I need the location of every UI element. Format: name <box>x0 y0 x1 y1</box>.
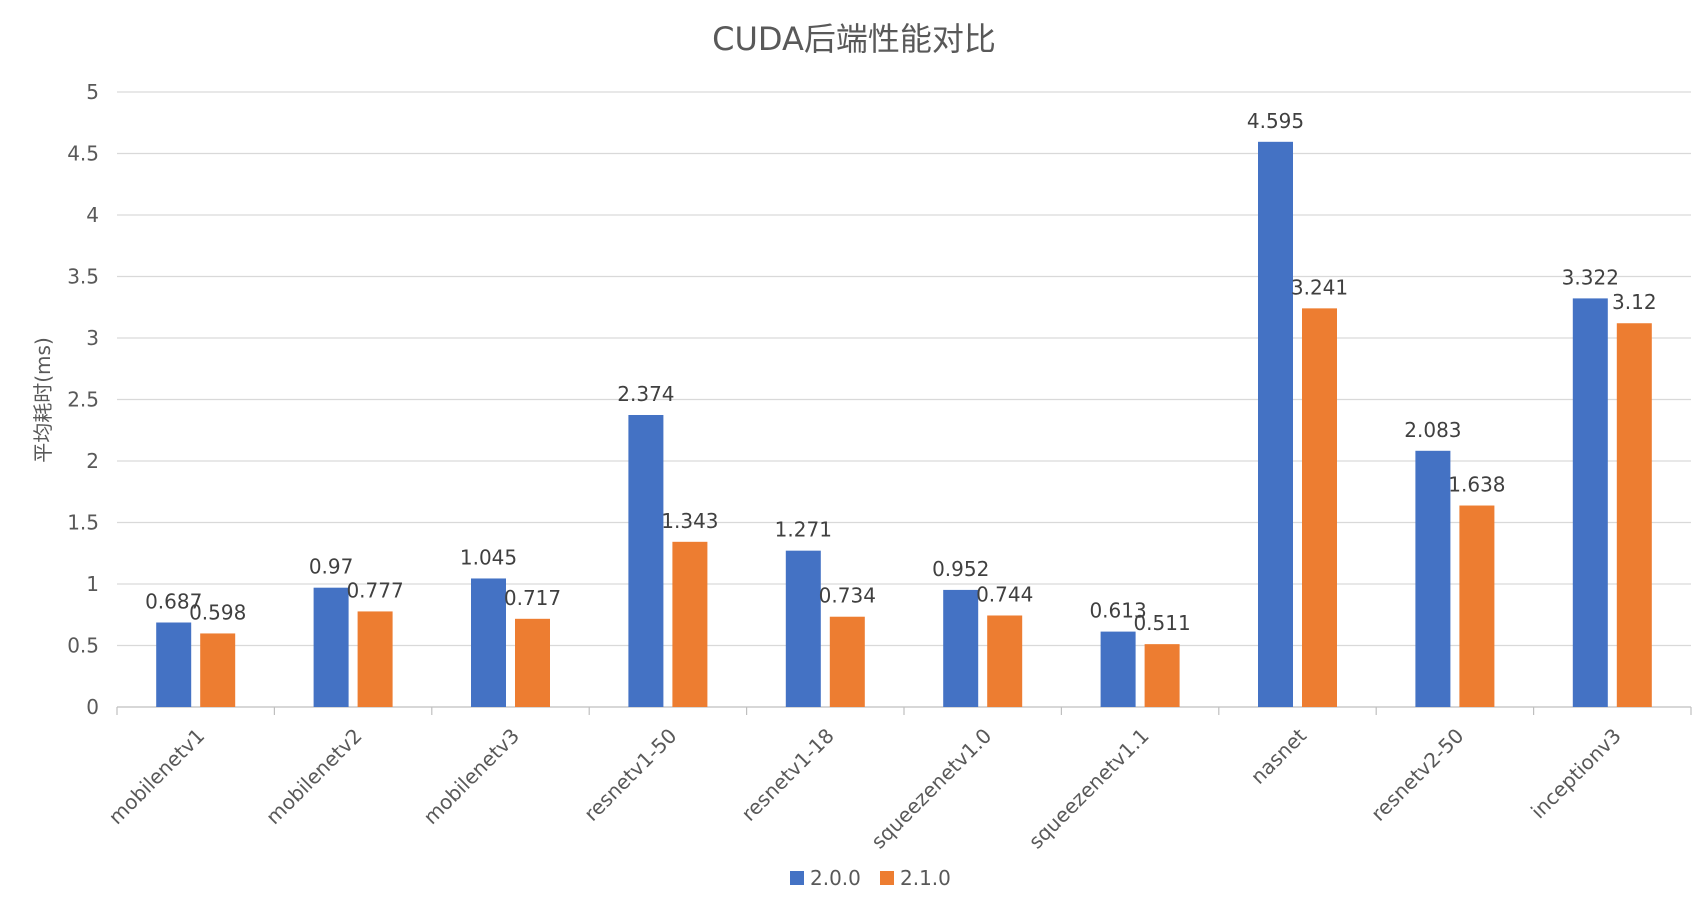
x-axis-ticks: mobilenetv1 mobilenetv2 mobilenetv3 resnetv… <box>104 723 1626 853</box>
data-label: 0.744 <box>976 582 1033 606</box>
data-label: 0.687 <box>145 589 202 613</box>
bar-2.0.0-mobilenetv1 <box>156 622 192 707</box>
bars <box>156 141 1652 707</box>
data-label: 1.045 <box>460 545 517 569</box>
bar-2.0.0-mobilenetv3 <box>471 578 506 707</box>
bar-2.1.0-inceptionv3 <box>1616 323 1652 707</box>
x-tick-label: mobilenetv1 <box>104 724 210 830</box>
data-label: 0.734 <box>819 584 876 608</box>
bar-2.1.0-resnetv1-50 <box>672 541 708 707</box>
data-label: 2.374 <box>617 382 674 406</box>
x-tick-label: resnetv2-50 <box>1366 724 1468 826</box>
y-tick-label: 5 <box>86 80 99 104</box>
x-tick-label: resnetv1-18 <box>737 724 839 826</box>
legend-entry: 2.0.0 <box>810 866 861 890</box>
data-label: 0.777 <box>346 578 403 602</box>
y-tick-label: 2.5 <box>67 388 99 412</box>
x-tick-label: squeezenetv1.1 <box>1024 724 1154 854</box>
y-tick-label: 4 <box>86 203 99 227</box>
x-tick-label: inceptionv3 <box>1526 724 1626 824</box>
bar-2.1.0-mobilenetv2 <box>357 611 393 707</box>
chart-title: CUDA后端性能对比 <box>712 20 996 58</box>
data-label: 3.241 <box>1291 275 1348 299</box>
y-tick-label: 4.5 <box>67 142 99 166</box>
bar-2.0.0-resnetv1-50 <box>628 414 664 707</box>
y-tick-label: 1.5 <box>67 511 99 535</box>
bar-2.1.0-nasnet <box>1302 308 1337 707</box>
x-tick-label: mobilenetv3 <box>419 724 525 830</box>
data-label: 0.717 <box>504 586 561 610</box>
y-tick-label: 0.5 <box>67 634 99 658</box>
y-tick-label: 3 <box>86 326 99 350</box>
y-tick-label: 2 <box>86 449 99 473</box>
data-label: 4.595 <box>1247 109 1304 133</box>
bar-2.0.0-squeezenetv1.1 <box>1100 631 1136 707</box>
y-tick-label: 0 <box>86 695 99 719</box>
x-tick-label: squeezenetv1.0 <box>866 724 996 854</box>
data-label: 2.083 <box>1404 418 1461 442</box>
bar-2.1.0-squeezenetv1.1 <box>1144 644 1180 707</box>
x-tick-label: mobilenetv2 <box>261 724 367 830</box>
bar-2.0.0-resnetv2-50 <box>1415 450 1451 707</box>
legend-swatch <box>880 871 894 885</box>
bar-2.0.0-inceptionv3 <box>1572 298 1608 707</box>
data-label: 0.952 <box>932 557 989 581</box>
bar-2.1.0-mobilenetv3 <box>515 618 550 707</box>
data-label: 1.343 <box>661 509 718 533</box>
data-label: 0.511 <box>1133 611 1190 635</box>
legend-swatch <box>790 871 804 885</box>
bar-2.0.0-resnetv1-18 <box>785 550 821 707</box>
legend-entry: 2.1.0 <box>900 866 951 890</box>
bar-2.1.0-mobilenetv1 <box>200 633 236 707</box>
bar-2.0.0-mobilenetv2 <box>313 587 349 707</box>
bar-2.1.0-squeezenetv1.0 <box>987 615 1023 707</box>
x-tick-label: nasnet <box>1246 723 1311 788</box>
y-axis-label: 平均耗时(ms) <box>31 337 55 463</box>
bar-2.0.0-nasnet <box>1258 141 1293 707</box>
data-label: 1.638 <box>1448 473 1505 497</box>
data-label: 3.12 <box>1612 290 1657 314</box>
y-axis-ticks: 0 0.5 1 1.5 2 2.5 3 3.5 4 4.5 5 <box>67 80 99 719</box>
bar-2.1.0-resnetv2-50 <box>1459 505 1495 707</box>
data-label: 3.322 <box>1562 265 1619 289</box>
y-tick-label: 1 <box>86 572 99 596</box>
data-label: 0.97 <box>309 555 354 579</box>
bar-2.0.0-squeezenetv1.0 <box>943 589 979 707</box>
y-tick-label: 3.5 <box>67 265 99 289</box>
legend: 2.0.0 2.1.0 <box>790 866 951 890</box>
data-label: 0.613 <box>1089 599 1146 623</box>
data-label: 1.271 <box>775 518 832 542</box>
data-label: 0.598 <box>189 600 246 624</box>
bar-2.1.0-resnetv1-18 <box>829 616 865 707</box>
x-tick-label: resnetv1-50 <box>579 724 681 826</box>
gridlines <box>116 91 1692 715</box>
